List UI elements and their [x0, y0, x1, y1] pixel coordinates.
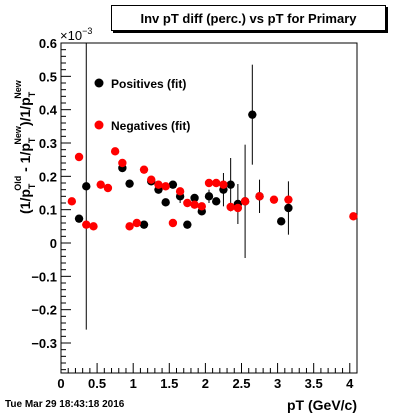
y-tick-label: −0.1 — [31, 269, 57, 284]
y-tick-label: 0.3 — [39, 136, 57, 151]
legend-marker — [94, 78, 104, 88]
chart-title: Inv pT diff (perc.) vs pT for Primary — [111, 5, 386, 31]
y-tick-label: 0.6 — [39, 36, 57, 51]
data-point — [110, 147, 120, 156]
data-point — [349, 212, 358, 221]
x-axis-ticks: 0 0.5 1 1.5 2 2.5 3 3.5 4 — [57, 363, 358, 391]
data-point — [248, 110, 257, 119]
data-point — [219, 180, 228, 189]
data-point — [161, 198, 170, 207]
data-point — [89, 222, 98, 231]
x-axis-label: pT (GeV/c) — [287, 397, 357, 413]
data-point — [284, 195, 293, 204]
y-exponent-label: ×10−3 — [60, 26, 92, 43]
data-point — [212, 197, 221, 206]
y-tick-label: 0.4 — [39, 103, 58, 118]
legend: Positives (fit) Negatives (fit) — [94, 77, 190, 133]
series-negatives — [67, 147, 358, 231]
timestamp: Tue Mar 29 18:43:18 2016 — [5, 399, 125, 410]
data-point — [82, 182, 91, 191]
data-point — [284, 203, 293, 213]
data-point — [147, 175, 156, 184]
data-point — [204, 178, 214, 188]
data-point — [175, 187, 185, 196]
x-tick-label: 0.5 — [88, 376, 106, 391]
x-tick-label: 3 — [274, 376, 281, 391]
legend-label: Positives (fit) — [111, 77, 186, 91]
x-tick-label: 0 — [57, 376, 64, 391]
data-point — [190, 200, 199, 209]
x-tick-label: 1.5 — [160, 376, 178, 391]
data-point — [233, 203, 243, 213]
legend-label: Negatives (fit) — [111, 119, 190, 133]
y-tick-label: 0.1 — [39, 203, 57, 218]
data-point — [103, 183, 113, 193]
data-point — [212, 178, 221, 188]
data-point — [67, 197, 77, 206]
x-tick-label: 4 — [346, 376, 354, 391]
data-point — [255, 192, 264, 201]
data-point — [154, 180, 163, 189]
data-point — [125, 179, 134, 188]
y-tick-label: 0.5 — [39, 69, 57, 84]
data-point — [132, 218, 142, 228]
x-tick-label: 2.5 — [232, 376, 250, 391]
data-point — [168, 218, 178, 228]
data-point — [190, 193, 199, 203]
y-tick-label: 0.2 — [39, 169, 57, 184]
data-point — [125, 222, 134, 231]
plot-area — [60, 42, 358, 374]
data-point — [74, 214, 84, 223]
data-point — [118, 158, 127, 168]
y-tick-label: −0.2 — [31, 303, 57, 318]
x-tick-label: 2 — [202, 376, 209, 391]
plot-frame — [60, 42, 358, 374]
data-point — [204, 192, 214, 201]
data-point — [139, 220, 149, 229]
data-point — [269, 195, 279, 204]
series-layer — [67, 43, 358, 330]
data-point — [82, 220, 91, 229]
data-point — [96, 180, 105, 189]
data-point — [197, 202, 206, 211]
data-point — [74, 152, 84, 162]
legend-marker — [94, 120, 104, 130]
data-point — [240, 197, 250, 206]
y-tick-label: 0 — [50, 236, 57, 251]
x-tick-label: 3.5 — [305, 376, 323, 391]
data-point — [226, 202, 235, 212]
data-point — [226, 180, 235, 189]
data-point — [183, 220, 192, 229]
data-point — [168, 180, 178, 189]
data-point — [183, 198, 192, 208]
y-tick-label: −0.3 — [31, 336, 57, 351]
data-point — [139, 165, 149, 174]
data-point — [276, 217, 286, 226]
y-axis-ticks: −0.3 −0.2 −0.1 0 0.1 0.2 0.3 0.4 0.5 0.6 — [31, 36, 71, 371]
x-tick-label: 1 — [130, 376, 137, 391]
data-point — [161, 182, 170, 191]
y-axis-label: (1/pTOld - 1/pTNew)/1/pTNew — [13, 79, 37, 214]
